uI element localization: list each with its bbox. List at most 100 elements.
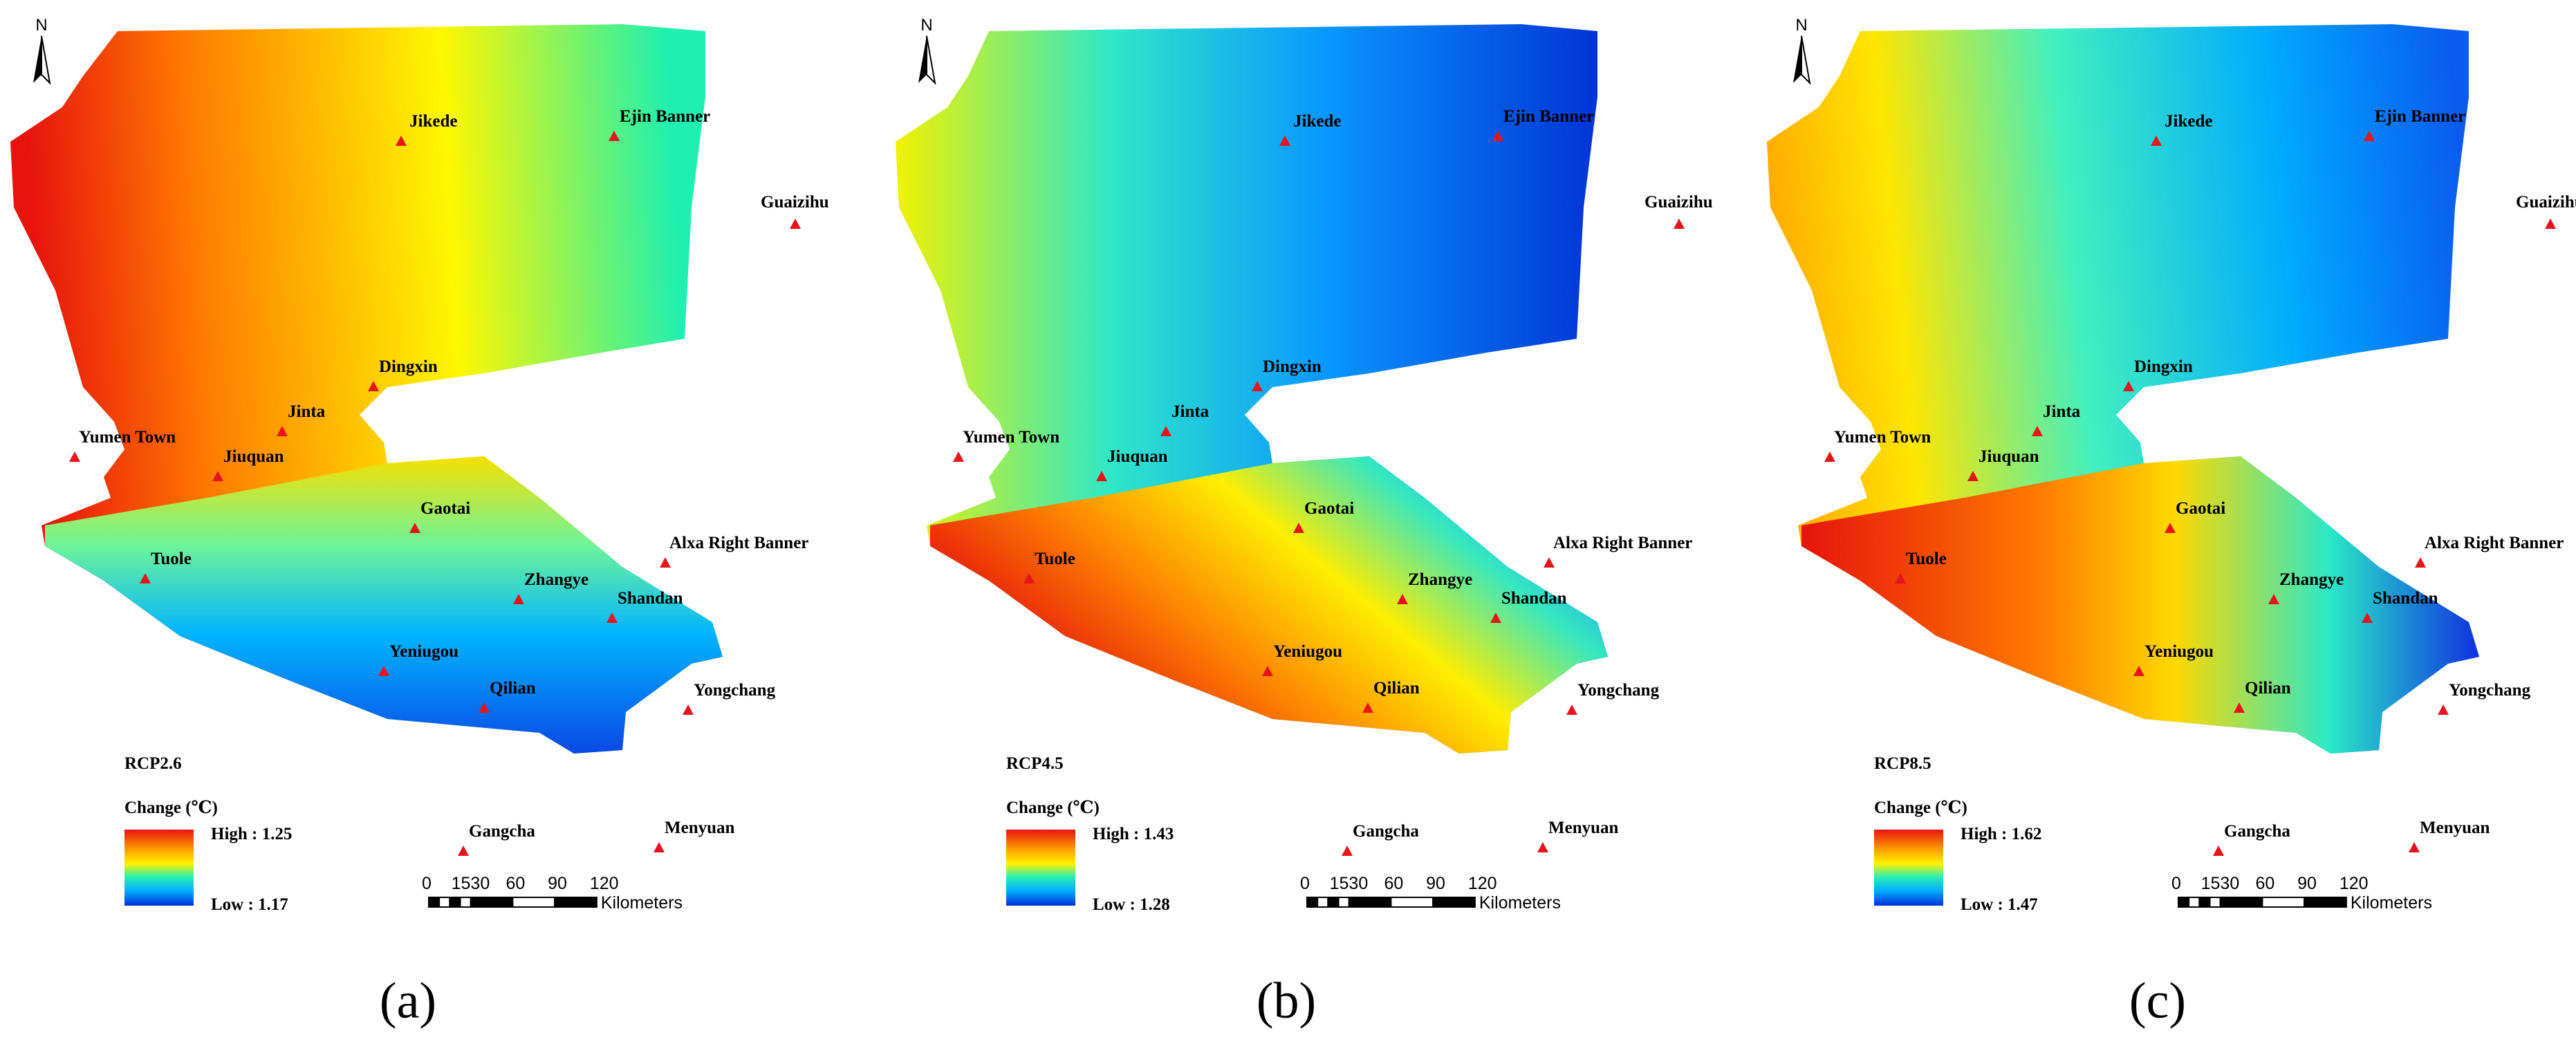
north-arrow-icon: N [918, 16, 936, 85]
scale-tick-label: 60 [1384, 874, 1403, 893]
station-marker-icon [1895, 573, 1906, 583]
station-marker-icon [1342, 846, 1353, 856]
station-label: Dingxin [1263, 357, 1322, 376]
scale-segment [1306, 897, 1319, 908]
scale-segment [2304, 897, 2347, 908]
station-label: Zhangye [2279, 570, 2344, 589]
scale-segment [2178, 897, 2190, 908]
station-marker-icon [683, 704, 694, 715]
scale-tick-label: 60 [2255, 874, 2274, 893]
station-label: Alxa Right Banner [669, 534, 808, 552]
north-label: N [1795, 16, 1807, 35]
legend-color-ramp [1874, 830, 1943, 906]
station-marker-icon [2268, 594, 2279, 604]
scale-tick-label: 90 [548, 874, 567, 893]
station-label: Shandan [1501, 589, 1567, 608]
station-marker-icon [609, 131, 620, 141]
station-marker-icon [2545, 218, 2556, 229]
station-marker-icon [1023, 573, 1035, 583]
scale-segment [438, 897, 451, 908]
station-label: Yumen Town [79, 428, 176, 447]
station-label: Yeniugou [389, 642, 458, 661]
scale-segment [1337, 897, 1350, 908]
station-marker-icon [1967, 471, 1979, 481]
legend-color-ramp [124, 830, 194, 906]
station-marker-icon [409, 523, 420, 533]
station-marker-icon [1293, 523, 1304, 533]
panel-caption: (a) [380, 973, 436, 1029]
station-marker-icon [1279, 136, 1290, 146]
station-label: Yongchang [1577, 681, 1660, 700]
station-marker-icon [2151, 136, 2162, 146]
station-label: Zhangye [1408, 570, 1472, 589]
station-label: Tuole [151, 550, 192, 568]
legend-low: Low : 1.17 [211, 895, 288, 914]
station-label: Yeniugou [2144, 642, 2214, 661]
station-marker-icon [1096, 471, 1107, 481]
legend-c: RCP8.5 Change (℃) High : 1.62 Low : 1.47 [1874, 754, 2041, 914]
scale-segment [2261, 897, 2306, 908]
station-marker-icon [1566, 704, 1577, 715]
scale-unit: Kilometers [1479, 893, 1561, 913]
scale-segment [554, 897, 597, 908]
station-marker-icon [2438, 704, 2449, 715]
scale-tick-label: 1530 [1330, 874, 1369, 893]
station-label: Dingxin [379, 357, 438, 376]
station-marker-icon [2165, 523, 2176, 533]
scale-segment [2209, 897, 2221, 908]
scenario-label: RCP2.6 [124, 754, 182, 773]
scale-tick-label: 1530 [2201, 874, 2240, 893]
station-label: Qilian [490, 679, 536, 698]
station-label: Jiuquan [1979, 447, 2039, 466]
scale-tick-label: 0 [2171, 874, 2181, 893]
scale-segment [428, 897, 441, 908]
map-region-c [1767, 24, 2479, 754]
station-marker-icon [2409, 842, 2420, 852]
legend-high: High : 1.62 [1961, 825, 2041, 843]
station-label: Qilian [1373, 679, 1420, 698]
station-label: Shandan [2373, 589, 2438, 608]
scale-segment [1317, 897, 1329, 908]
station-label: Jinta [2043, 402, 2081, 421]
station-label: Yongchang [2449, 681, 2531, 700]
station-marker-icon [1544, 557, 1555, 568]
station-marker-icon [1490, 613, 1501, 623]
station-label: Yongchang [694, 681, 776, 700]
station-markers-a: Jikede Ejin Banner Guaizihu Dingxin Jinta Yum… [69, 107, 829, 856]
panel-a: N Jikede Ejin Banner Guaizihu Dingxin Jinta Y… [10, 16, 829, 1029]
station-marker-icon [2415, 557, 2426, 568]
station-label: Guaizihu [2516, 193, 2576, 212]
station-marker-icon [212, 471, 223, 481]
map-region-a [10, 24, 723, 754]
scale-segment [1390, 897, 1434, 908]
station-label: Gangcha [1353, 822, 1419, 841]
scale-segment [2219, 897, 2263, 908]
scale-tick-label: 120 [1468, 874, 1497, 893]
station-label: Ejin Banner [2375, 107, 2465, 126]
station-label: Tuole [1035, 550, 1075, 568]
legend-high: High : 1.43 [1093, 825, 1174, 843]
legend-high: High : 1.25 [211, 825, 292, 843]
station-label: Yeniugou [1273, 642, 1342, 661]
scenario-label: RCP8.5 [1874, 754, 1931, 773]
station-label: Yumen Town [963, 428, 1059, 447]
station-marker-icon [660, 557, 671, 568]
scale-tick-label: 90 [2297, 874, 2317, 893]
station-marker-icon [2213, 846, 2224, 856]
station-marker-icon [479, 702, 490, 713]
scale-tick-label: 0 [1300, 874, 1310, 893]
legend-title: Change (℃) [1874, 798, 1967, 817]
station-label: Ejin Banner [1503, 107, 1594, 126]
legend-title: Change (℃) [124, 798, 218, 817]
scale-tick-label: 90 [1426, 874, 1445, 893]
station-label: Jiuquan [1107, 447, 1168, 466]
station-marker-icon [1397, 594, 1408, 604]
station-markers-c: Jikede Ejin Banner Guaizihu Dingxin Jinta Yum… [1824, 107, 2576, 856]
station-label: Gangcha [469, 822, 535, 841]
scale-segment [1327, 897, 1340, 908]
station-label: Shandan [618, 589, 683, 608]
